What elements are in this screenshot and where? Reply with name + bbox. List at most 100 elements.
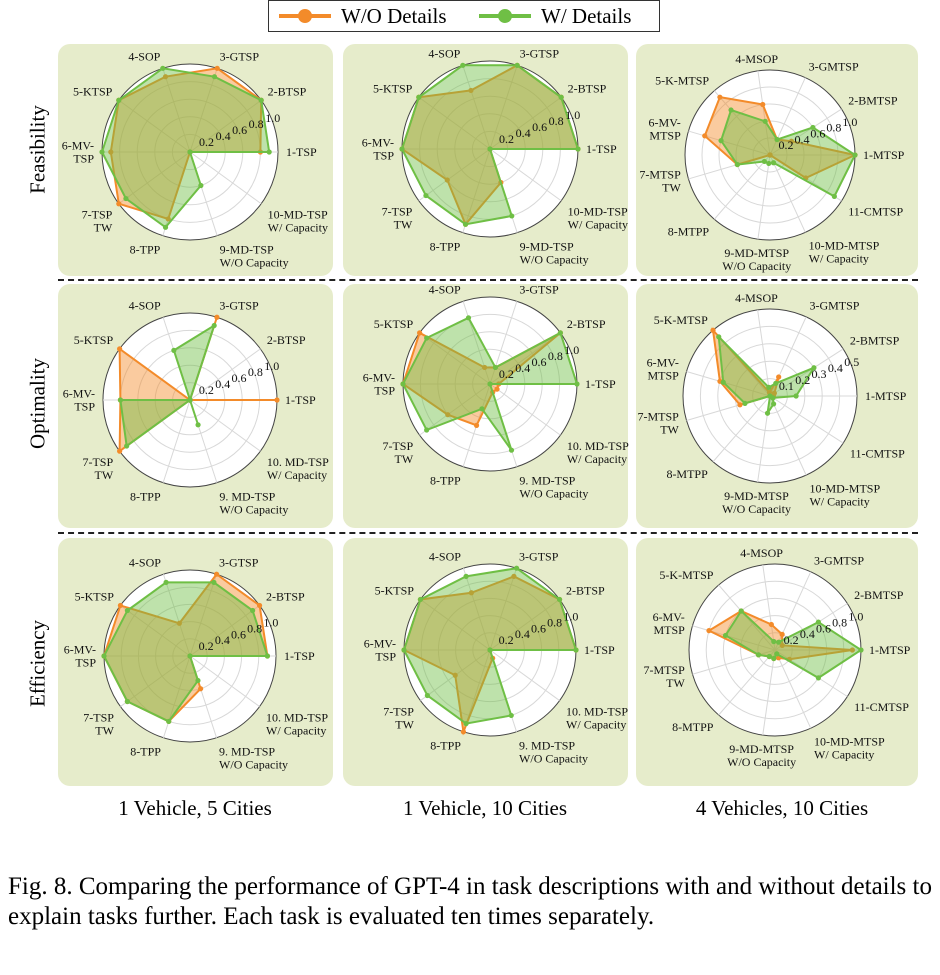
radar-2-series-1-point-9: [770, 160, 777, 166]
radar-3-category-label-9: 10. MD-TSP W/ Capacity: [267, 455, 329, 482]
radar-7-series-1-point-7: [463, 721, 469, 727]
radar-2-category-label-5: 6-MV-MTSP: [649, 115, 682, 142]
radar-7-category-label-9: 10. MD-TSP W/ Capacity: [566, 704, 628, 731]
radar-4-series-1-point-8: [508, 447, 515, 453]
radar-3-category-label-line: 7-TSP: [82, 455, 113, 469]
radar-1-series-1-point-1: [558, 94, 564, 100]
radar-8-category-label-line: 10-MD-MTSP: [814, 735, 885, 749]
radar-2-category-label-line: 6-MV-: [649, 115, 681, 129]
radar-5-category-label-line: TW: [660, 422, 679, 436]
radar-5-series-0-point-2: [776, 374, 782, 380]
legend-marker-wo: [298, 9, 312, 23]
radar-7-category-label-line: 2-BTSP: [566, 584, 605, 598]
radar-8-category-label-2: 3-GMTSP: [814, 553, 864, 567]
radar-2-tick-label-1: 0.4: [794, 132, 809, 146]
radar-1-spoke: [489, 148, 562, 202]
radar-2-category-label-0: 1-MTSP: [863, 148, 905, 162]
radar-6-series-1-point-6: [124, 698, 130, 705]
radar-6-series-1-point-3: [163, 579, 169, 585]
radar-8-tick-label-1: 0.4: [800, 627, 815, 641]
radar-1-category-label-line: W/ Capacity: [568, 217, 628, 231]
radar-2-spoke: [713, 154, 771, 220]
radar-7-category-label-2: 3-GTSP: [519, 550, 559, 564]
radar-4-category-label-6: 7-TSP TW: [382, 439, 413, 466]
radar-4-series-1-point-9: [487, 381, 493, 387]
radar-2-category-label-line: 8-MTPP: [668, 224, 710, 238]
radar-3-category-label-line: 6-MV-: [63, 387, 95, 401]
radar-7-tick-label-2: 0.6: [531, 621, 546, 635]
radar-4-series-0-point-6: [445, 412, 451, 418]
radar-0-category-label-0: 1-TSP: [286, 145, 317, 159]
radar-1-category-label-line: 10-MD-TSP: [568, 204, 628, 218]
radar-2-spoke: [757, 154, 771, 240]
radar-7-category-label-line: 3-GTSP: [519, 550, 559, 564]
radar-4-spoke: [419, 383, 491, 436]
radar-7-spoke: [420, 599, 491, 651]
radar-5-tick-label-3: 0.4: [828, 361, 843, 375]
radar-7-category-label-line: 10. MD-TSP: [566, 704, 628, 718]
radar-8-category-label-line: 8-MTPP: [672, 720, 714, 734]
radar-8-series-1-point-6: [755, 652, 762, 658]
radar-5-spoke: [686, 371, 771, 397]
radar-2-category-label-line: W/ Capacity: [809, 252, 869, 266]
radar-8-series-1-point-0: [858, 647, 864, 653]
radar-4-category-label-0: 1-TSP: [585, 377, 616, 391]
radar-6-tick-label-1: 0.4: [215, 633, 230, 647]
radar-6-spoke: [189, 655, 260, 707]
radar-6-series-0-point-1: [256, 602, 263, 609]
radar-2-series-1-point-3: [762, 118, 768, 124]
radar-8-category-label-0: 1-MTSP: [869, 643, 911, 657]
radar-0-category-label-4: 5-KTSP: [73, 85, 113, 99]
radar-2-category-label-line: 3-GMTSP: [809, 59, 859, 73]
radar-8-tick-label-3: 0.8: [832, 615, 847, 629]
radar-5-category-label-7: 8-MTPP: [666, 467, 708, 481]
radar-8-series-1-area: [724, 609, 863, 680]
radar-0-spoke: [118, 99, 191, 153]
radar-8-category-label-5: 6-MV-MTSP: [653, 610, 686, 637]
radar-0-series-1-point-5: [99, 149, 105, 155]
column-label-3: 4 Vehicles, 10 Cities: [695, 796, 869, 820]
radar-5-category-label-3: 4-MSOP: [735, 291, 778, 305]
radar-1-category-label-line: 9-MD-TSP: [520, 239, 574, 253]
radar-3-series-1-point-6: [124, 443, 130, 449]
radar-5-category-label-9: 10-MD-MTSP W/ Capacity: [809, 481, 880, 508]
radar-7-series-1-point-6: [424, 692, 430, 699]
radar-3-series-0-point-0: [274, 397, 280, 403]
radar-2-tick-label-2: 0.6: [810, 127, 825, 141]
radar-5-category-label-line: 7-MTSP: [638, 409, 680, 423]
radar-0-category-label-line: 6-MV-: [62, 139, 94, 153]
radar-3-series-0-point-6: [117, 448, 123, 454]
radar-4-category-label-1: 2-BTSP: [567, 317, 606, 331]
radar-8-series-1-point-9: [774, 651, 780, 657]
radar-2-category-label-line: 11-CMTSP: [848, 204, 903, 218]
radar-5-tick-label-0: 0.1: [779, 379, 794, 393]
radar-3-category-label-line: TW: [94, 468, 113, 482]
radar-1-category-label-3: 4-SOP: [428, 47, 460, 61]
radar-2-series-1-area: [719, 108, 857, 198]
radar-4-category-label-2: 3-GTSP: [519, 283, 559, 297]
radar-4-series-1-point-6: [424, 427, 430, 433]
separator-2: [58, 532, 918, 534]
radar-1-spoke: [462, 65, 491, 150]
radar-2-spoke: [769, 108, 842, 156]
radar-1-category-label-line: 7-TSP: [382, 204, 413, 218]
radar-2-series-1-point-0: [852, 152, 858, 158]
radar-8-category-label-6: 7-MTSP TW: [643, 663, 685, 690]
radar-7-tick-label-0: 0.2: [499, 633, 514, 647]
radar-1-category-label-7: 8-TPP: [430, 239, 461, 253]
radar-8-category-label-line: 11-CMTSP: [854, 700, 909, 714]
radar-7-spoke: [489, 599, 560, 651]
radar-3-category-label-8: 9. MD-TSP W/O Capacity: [219, 489, 288, 516]
radar-5-series-1-point-1: [811, 365, 817, 371]
radar-2-series-1-point-1: [810, 124, 816, 131]
radar-5-category-label-6: 7-MTSP TW: [638, 409, 680, 436]
radar-2-series-0-point-9: [767, 152, 773, 158]
radar-0-tick-label-4: 1.0: [265, 111, 280, 125]
radar-7-category-label-line: 4-SOP: [429, 550, 461, 564]
radar-6-category-label-9: 10. MD-TSP W/ Capacity: [266, 710, 328, 737]
column-label-2: 1 Vehicle, 10 Cities: [402, 796, 568, 820]
radar-3-series-1-point-2: [211, 322, 217, 329]
radar-8-series-1-point-4: [738, 608, 744, 614]
radar-6-category-label-line: 6-MV-: [64, 643, 96, 657]
radar-2-series-1-point-5: [718, 138, 724, 144]
